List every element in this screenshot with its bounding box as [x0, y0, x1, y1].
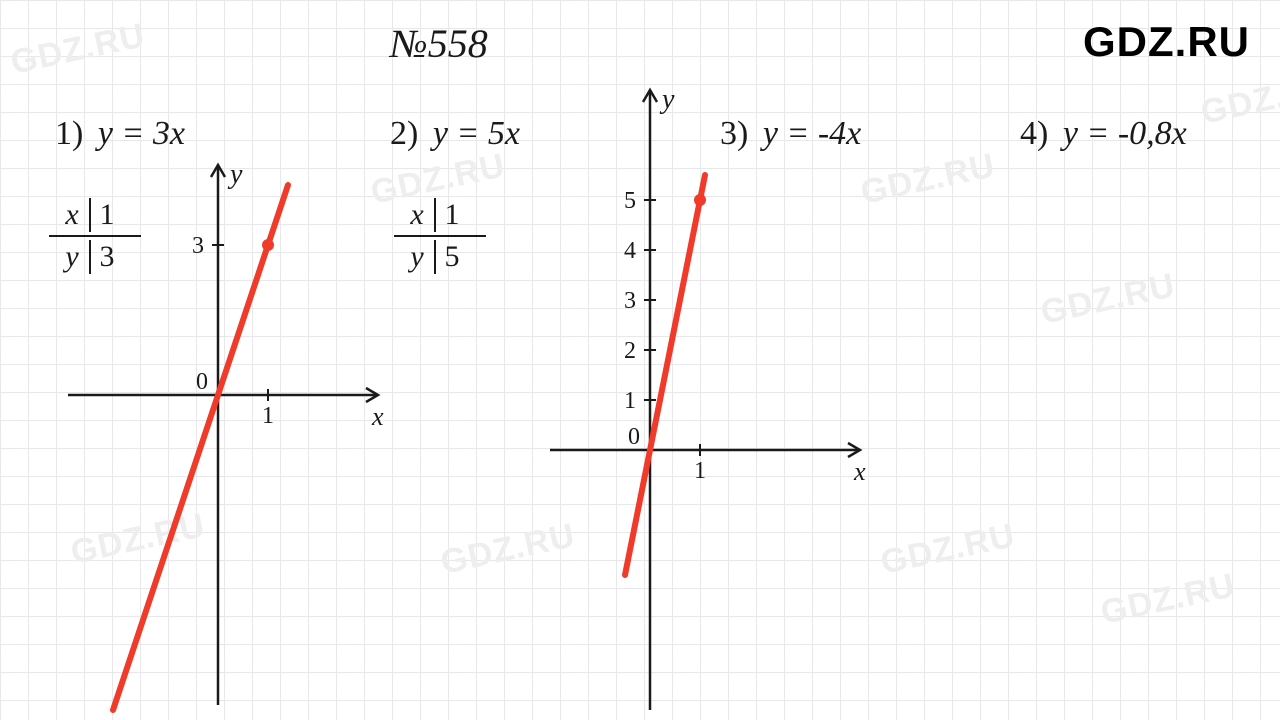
svg-text:2: 2 — [624, 338, 636, 364]
svg-text:1: 1 — [694, 458, 706, 484]
svg-text:3: 3 — [624, 288, 636, 314]
graph-2: y x 0 1 2 3 4 5 1 — [0, 0, 1280, 720]
svg-text:5: 5 — [624, 188, 636, 214]
svg-text:0: 0 — [628, 424, 640, 450]
svg-text:4: 4 — [624, 238, 636, 264]
svg-text:y: y — [659, 84, 675, 115]
svg-text:x: x — [853, 457, 866, 486]
svg-text:1: 1 — [624, 388, 636, 414]
